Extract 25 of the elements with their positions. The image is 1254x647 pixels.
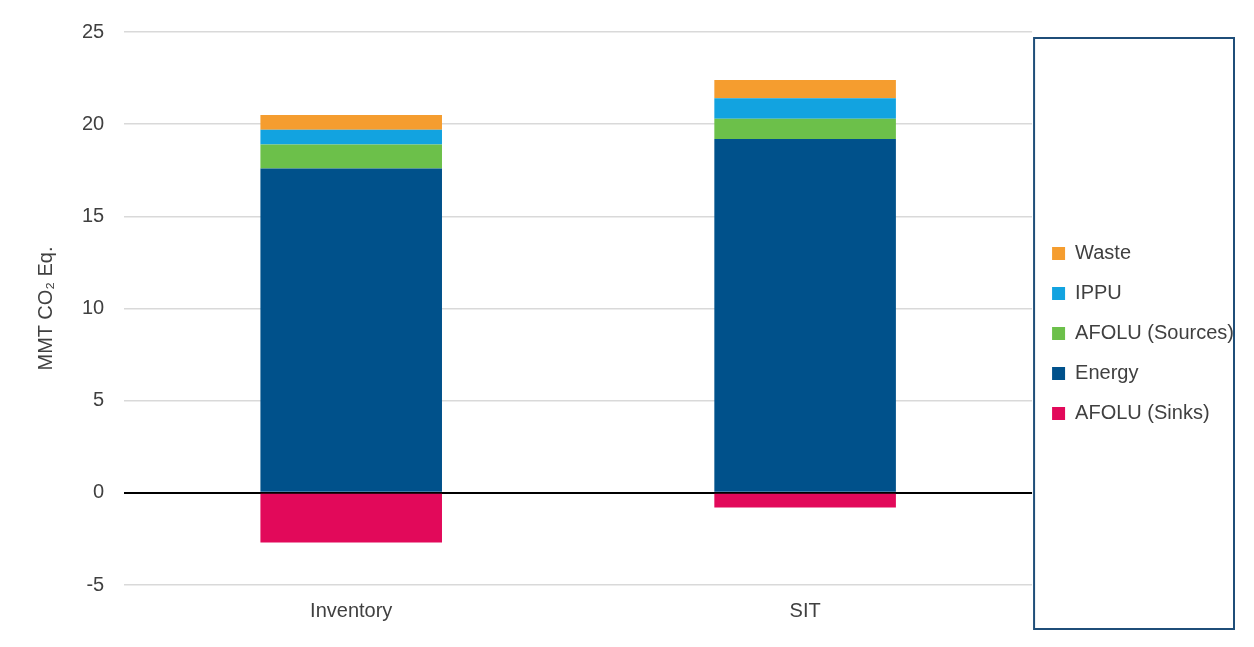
bar [260, 129, 442, 145]
bar [260, 493, 442, 543]
y-tick-label: 25 [82, 19, 105, 42]
legend-label: Waste [1075, 241, 1132, 264]
bar [260, 168, 442, 492]
legend-label: Energy [1075, 361, 1139, 384]
bar [714, 98, 896, 119]
bar [714, 118, 896, 139]
legend-label: AFOLU (Sources) [1075, 321, 1235, 344]
legend-label: IPPU [1075, 281, 1122, 304]
y-tick-label: 5 [93, 388, 105, 411]
bar [714, 79, 896, 99]
bar [260, 114, 442, 130]
x-tick-label: Inventory [310, 598, 393, 621]
legend-label: AFOLU (Sinks) [1075, 401, 1210, 424]
y-axis-title: MMT CO₂ Eq. [33, 246, 56, 371]
y-tick-label: 20 [82, 111, 105, 134]
y-tick-label: 15 [82, 203, 105, 226]
y-tick-label: 0 [93, 480, 105, 503]
bar [714, 493, 896, 508]
x-tick-label: SIT [789, 598, 821, 621]
bar [260, 144, 442, 169]
bar [714, 138, 896, 492]
y-tick-label: -5 [86, 572, 105, 595]
y-tick-label: 10 [82, 296, 105, 319]
